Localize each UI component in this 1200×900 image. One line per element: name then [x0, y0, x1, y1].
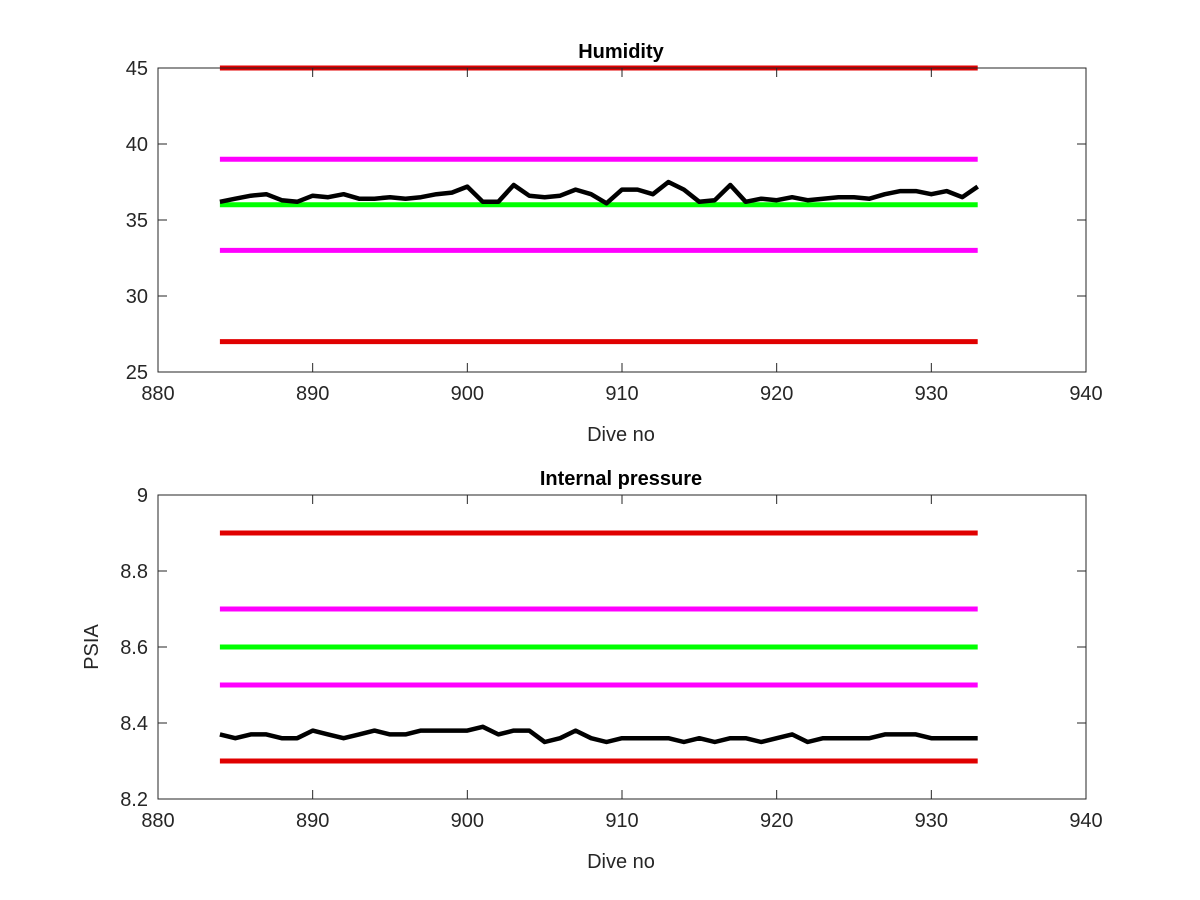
pressure-y-tick-label: 8.2: [120, 789, 148, 811]
pressure-y-tick-label: 8.6: [120, 637, 148, 659]
humidity-x-ticks: 880 890 900 910 920 930 940: [141, 68, 1103, 405]
humidity-y-tick-label: 25: [126, 362, 148, 384]
pressure-y-ticks: 8.2 8.4 8.6 8.8 9: [120, 485, 1086, 811]
humidity-y-tick-label: 45: [126, 58, 148, 80]
humidity-x-tick-label: 940: [1069, 383, 1102, 405]
humidity-y-tick-label: 30: [126, 286, 148, 308]
humidity-x-tick-label: 880: [141, 383, 174, 405]
humidity-y-tick-label: 35: [126, 210, 148, 232]
pressure-x-tick-label: 940: [1069, 810, 1102, 832]
humidity-x-tick-label: 900: [451, 383, 484, 405]
pressure-x-tick-label: 900: [451, 810, 484, 832]
pressure-y-tick-label: 9: [137, 485, 148, 507]
pressure-x-tick-label: 930: [915, 810, 948, 832]
humidity-y-ticks: 25 30 35 40 45: [126, 58, 1086, 384]
pressure-x-tick-label: 910: [605, 810, 638, 832]
pressure-x-tick-label: 880: [141, 810, 174, 832]
pressure-x-axis-label: Dive no: [587, 851, 655, 873]
pressure-y-tick-label: 8.8: [120, 561, 148, 583]
humidity-x-tick-label: 930: [915, 383, 948, 405]
pressure-y-tick-label: 8.4: [120, 713, 148, 735]
pressure-measured-series-line: [219, 724, 978, 745]
humidity-x-tick-label: 890: [296, 383, 329, 405]
humidity-measured-series-line: [219, 179, 979, 206]
humidity-x-axis-label: Dive no: [587, 424, 655, 446]
internal-pressure-subplot: 880 890 900 910 920 930 940 8.2 8.4 8.6 8.8 9 Inte…: [81, 468, 1103, 873]
pressure-x-tick-label: 890: [296, 810, 329, 832]
pressure-x-tick-label: 920: [760, 810, 793, 832]
humidity-x-tick-label: 910: [605, 383, 638, 405]
humidity-x-tick-label: 920: [760, 383, 793, 405]
humidity-chart-title: Humidity: [578, 41, 664, 63]
pressure-x-ticks: 880 890 900 910 920 930 940: [141, 495, 1103, 832]
pressure-series-group: [219, 530, 978, 764]
humidity-subplot: 880 890 900 910 920 930 940 25 30 35 40 45 Humidit…: [126, 41, 1103, 446]
humidity-series-group: [219, 65, 979, 345]
humidity-axes-box: [157, 67, 1087, 373]
pressure-y-axis-label: PSIA: [81, 624, 103, 670]
pressure-chart-title: Internal pressure: [540, 468, 702, 490]
humidity-y-tick-label: 40: [126, 134, 148, 156]
